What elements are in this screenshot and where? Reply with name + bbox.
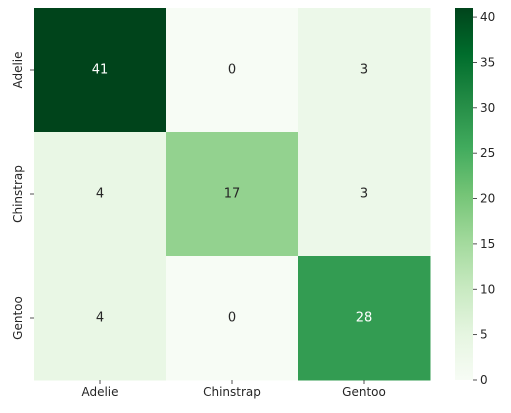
x-tick-label: Adelie: [81, 385, 118, 399]
heatmap-cell: [298, 256, 431, 381]
heatmap-cell: [298, 8, 431, 133]
cell-value-label: 3: [360, 187, 368, 202]
y-tick-label: Chinstrap: [11, 165, 25, 223]
x-tick-label: Chinstrap: [203, 385, 261, 399]
colorbar-tick-label: 30: [480, 101, 495, 115]
cell-value-label: 4: [96, 311, 104, 326]
y-tick-label: Adelie: [11, 51, 25, 88]
heatmap-cell: [34, 256, 167, 381]
cell-value-label: 4: [96, 187, 104, 202]
colorbar-tick-label: 20: [480, 192, 495, 206]
y-tick-label: Gentoo: [11, 296, 25, 340]
heatmap-cell: [166, 8, 299, 133]
x-axis: Adelie Chinstrap Gentoo: [81, 380, 386, 399]
x-tick-label: Gentoo: [342, 385, 386, 399]
colorbar-tick-label: 10: [480, 282, 495, 296]
heatmap-cell: [166, 256, 299, 381]
colorbar-gradient: [455, 8, 473, 380]
colorbar-tick-label: 5: [480, 328, 488, 342]
heatmap-annotations: 41 0 3 4 17 3 4 0 28: [92, 63, 373, 326]
cell-value-label: 3: [360, 63, 368, 78]
colorbar-tick-label: 25: [480, 146, 495, 160]
colorbar-tick-label: 0: [480, 373, 488, 387]
heatmap-cell: [298, 132, 431, 257]
cell-value-label: 28: [356, 311, 373, 326]
heatmap-cells: [34, 8, 431, 381]
heatmap-cell: [34, 132, 167, 257]
cell-value-label: 0: [228, 311, 236, 326]
colorbar: 0 5 10 15 20 25 30 35 40: [455, 8, 495, 387]
colorbar-tick-label: 40: [480, 10, 495, 24]
cell-value-label: 41: [92, 63, 109, 78]
colorbar-tick-label: 15: [480, 237, 495, 251]
colorbar-tick-label: 35: [480, 55, 495, 69]
cell-value-label: 0: [228, 63, 236, 78]
cell-value-label: 17: [224, 187, 241, 202]
y-axis: Adelie Chinstrap Gentoo: [11, 51, 34, 340]
heatmap-cell: [166, 132, 299, 257]
heatmap-cell: [34, 8, 167, 133]
